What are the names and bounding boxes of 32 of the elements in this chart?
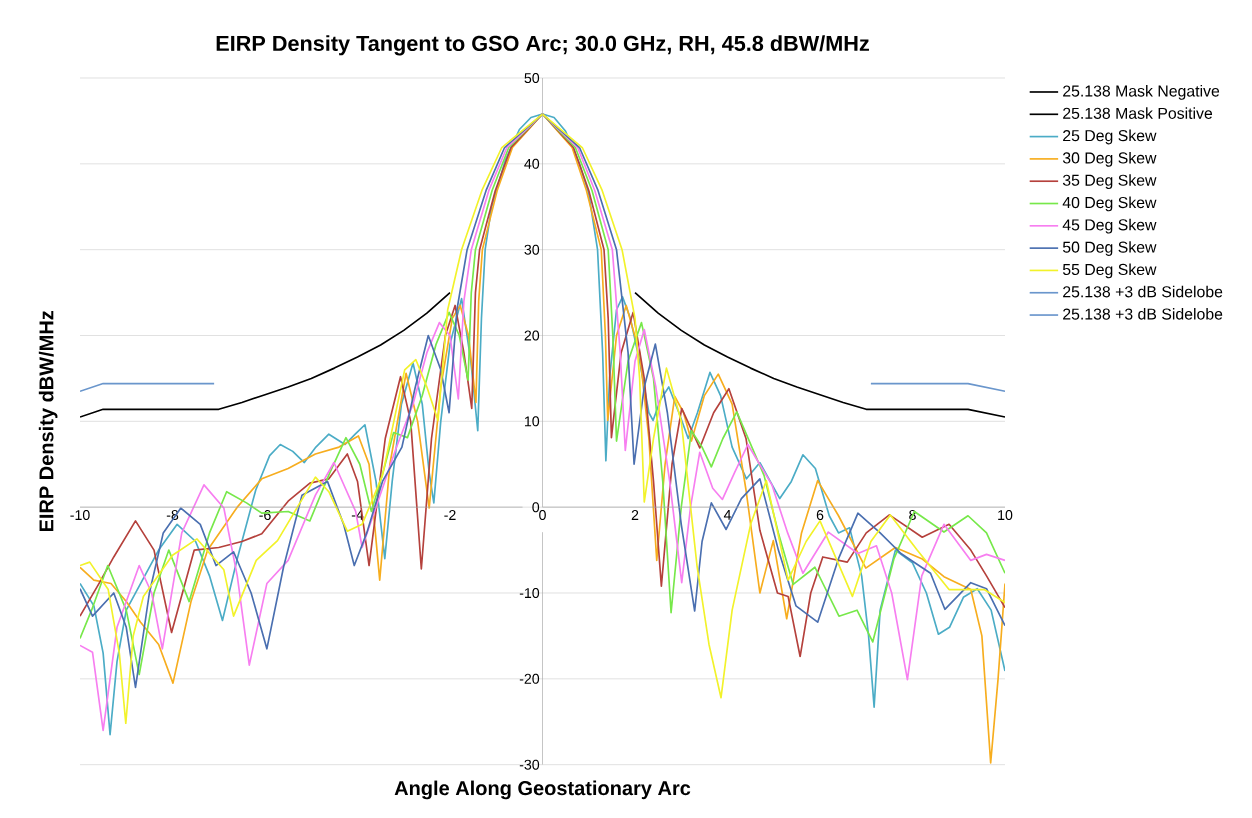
line-series (80, 291, 451, 418)
legend-label: 30 Deg Skew (1062, 151, 1157, 167)
y-tick-label: 0 (532, 502, 540, 513)
y-axis-title: EIRP Density dBW/MHz (38, 310, 58, 532)
y-tick-label: 40 (524, 158, 540, 169)
legend-label: 45 Deg Skew (1062, 218, 1157, 234)
legend-label: 35 Deg Skew (1062, 174, 1157, 189)
legend-label: 25.138 +3 dB Sidelobe (1063, 285, 1223, 298)
legend-label: 50 Deg Skew (1062, 241, 1157, 256)
x-tick-label: 10 (998, 510, 1013, 521)
y-tick-label: -20 (519, 673, 540, 684)
x-tick-label: -10 (70, 510, 90, 521)
x-tick-label: 4 (723, 510, 732, 520)
x-axis-title: Angle Along Geostationary Arc (394, 780, 691, 800)
legend-label: 25.138 +3 dB Sidelobe (1063, 308, 1223, 320)
legend-label: 25 Deg Skew (1063, 129, 1157, 145)
x-tick-label: 2 (631, 510, 639, 520)
legend-label: 40 Deg Skew (1062, 196, 1157, 212)
y-tick-label: 10 (524, 416, 540, 427)
y-tick-label: 20 (524, 330, 540, 341)
x-tick-label: -2 (444, 510, 456, 520)
x-tick-label: 6 (816, 510, 824, 521)
x-tick-label: -6 (259, 510, 271, 521)
legend-label: 55 Deg Skew (1062, 263, 1157, 279)
y-tick-label: -10 (519, 588, 540, 599)
legend-label: 25.138 Mask Negative (1063, 85, 1220, 100)
line-series (634, 291, 1006, 418)
legend-label: 25.138 Mask Positive (1063, 107, 1213, 119)
chart-title: EIRP Density Tangent to GSO Arc; 30.0 GHz, RH, 45.8 dBW/MHz (216, 35, 869, 56)
y-tick-label: 50 (524, 73, 540, 84)
y-tick-label: 30 (524, 244, 540, 255)
y-tick-label: -30 (519, 759, 540, 770)
